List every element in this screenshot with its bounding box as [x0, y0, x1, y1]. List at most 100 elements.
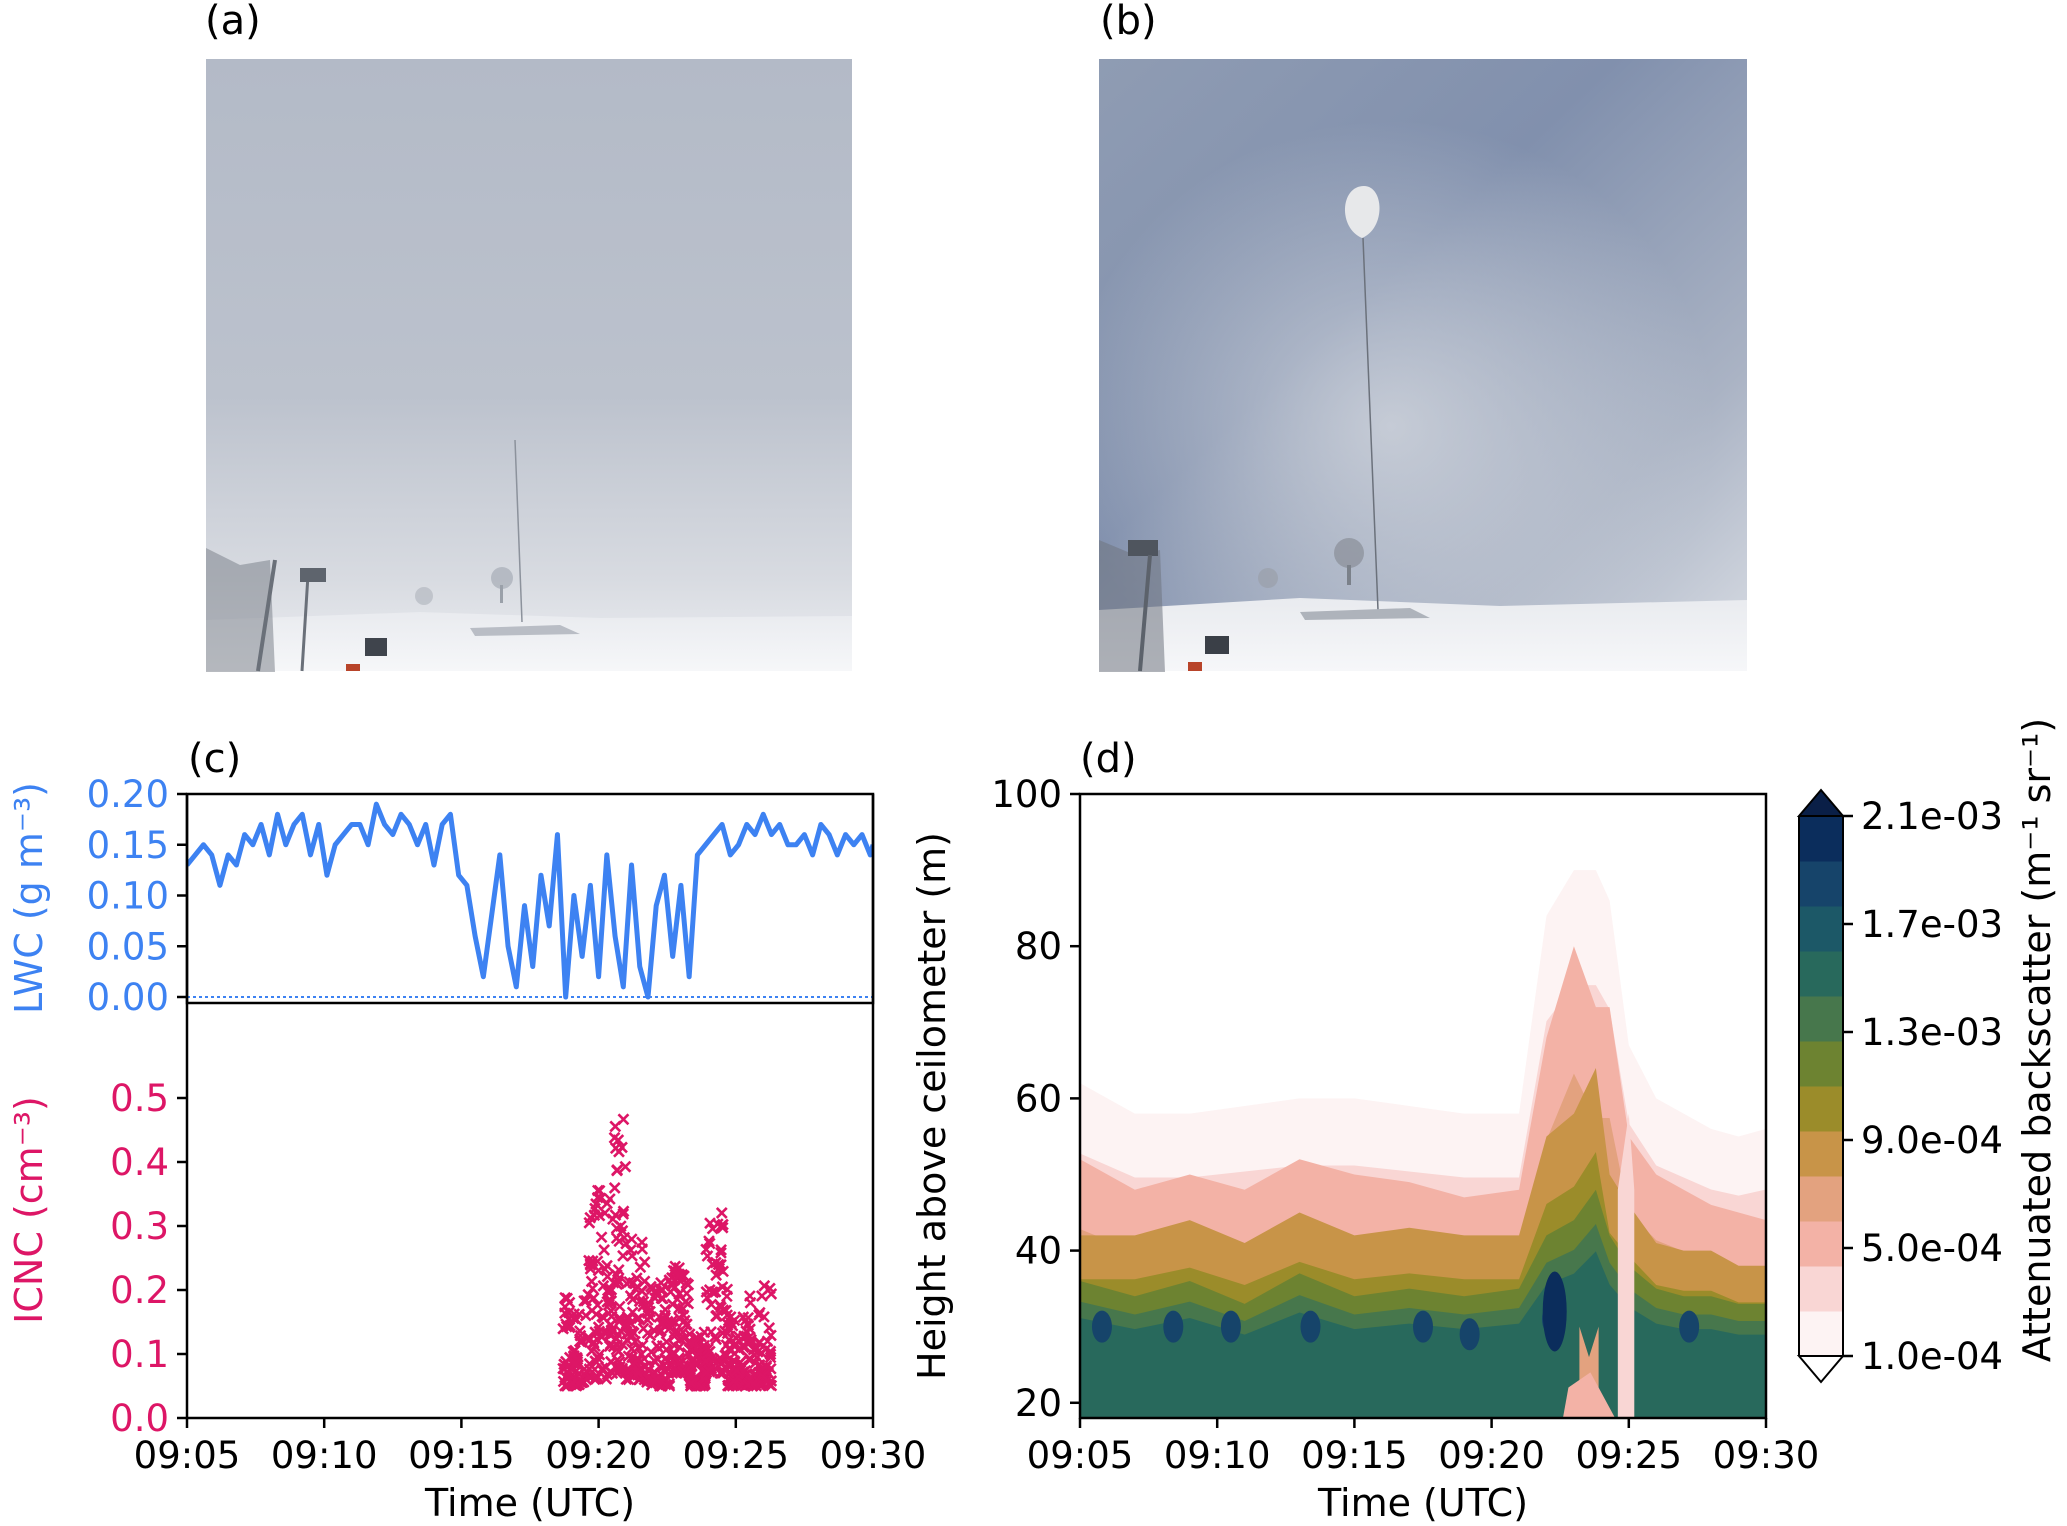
colorbar-level [1799, 1221, 1843, 1267]
colorbar-level [1799, 1131, 1843, 1177]
d-xtick-label: 09:25 [1575, 1434, 1682, 1477]
lwc-ytick-label: 0.05 [87, 925, 169, 968]
icnc-point [726, 1319, 739, 1332]
icnc-point [606, 1213, 619, 1226]
backscatter-core [1413, 1310, 1433, 1343]
icnc-point [664, 1322, 676, 1334]
icnc-point [724, 1343, 737, 1355]
icnc-point [619, 1160, 632, 1173]
icnc-point [594, 1192, 607, 1205]
icnc-point [742, 1311, 755, 1324]
panel-label-a: (a) [205, 0, 261, 44]
c-xtick-label: 09:05 [134, 1434, 241, 1477]
icnc-point [587, 1292, 600, 1304]
icnc-point [603, 1295, 616, 1308]
icnc-point [667, 1264, 680, 1277]
icnc-ytick-label: 0.3 [110, 1205, 169, 1248]
icnc-point [638, 1256, 651, 1268]
colorbar-level [1799, 1176, 1843, 1222]
icnc-point [683, 1349, 696, 1361]
d-ytick-label: 80 [1015, 925, 1062, 968]
d-xtick-label: 09:10 [1164, 1434, 1271, 1477]
lwc-ytick-label: 0.00 [87, 976, 169, 1019]
icnc-point [604, 1283, 616, 1296]
icnc-ytick-label: 0.2 [110, 1269, 169, 1312]
icnc-point [584, 1259, 597, 1272]
icnc-point [741, 1378, 754, 1391]
d-ytick-label: 40 [1015, 1230, 1062, 1273]
icnc-point [700, 1243, 713, 1256]
icnc-point [593, 1348, 606, 1361]
panel-label-c: (c) [188, 736, 241, 782]
icnc-point [627, 1327, 640, 1339]
icnc-point [566, 1377, 579, 1390]
icnc-point [630, 1272, 643, 1285]
lwc-ytick-label: 0.15 [87, 824, 169, 867]
icnc-point [752, 1309, 765, 1321]
icnc-point [622, 1350, 635, 1363]
colorbar-label: Attenuated backscatter (m⁻¹ sr⁻¹) [2015, 718, 2059, 1362]
colorbar: 1.0e-04 5.0e-04 9.0e-04 1.3e-03 1.7e-03 2.1e-… [1796, 718, 2059, 1384]
icnc-point [595, 1231, 608, 1244]
icnc-point [617, 1205, 630, 1218]
icnc-point [732, 1330, 745, 1343]
d-ytick-label: 100 [991, 773, 1062, 816]
d-y-axis-label: Height above ceilometer (m) [910, 832, 954, 1380]
colorbar-level [1799, 861, 1843, 907]
icnc-point [724, 1311, 737, 1323]
icnc-point [612, 1134, 625, 1147]
icnc-point [584, 1262, 597, 1275]
colorbar-tick-label: 9.0e-04 [1861, 1119, 2003, 1162]
icnc-point [685, 1359, 698, 1372]
icnc-point [613, 1145, 625, 1158]
icnc-point [676, 1365, 689, 1378]
icnc-point [765, 1329, 777, 1342]
icnc-point [703, 1345, 716, 1358]
icnc-point [712, 1360, 725, 1373]
panel-label-b: (b) [1100, 0, 1157, 44]
icnc-point [632, 1341, 645, 1354]
icnc-point [605, 1355, 617, 1368]
icnc-point [642, 1296, 655, 1309]
icnc-point [617, 1249, 629, 1262]
icnc-point [605, 1324, 618, 1337]
icnc-point [621, 1311, 634, 1323]
icnc-point [721, 1283, 734, 1296]
icnc-point [710, 1269, 723, 1282]
icnc-point [764, 1348, 777, 1361]
icnc-point [713, 1262, 726, 1275]
icnc-ytick-label: 0.0 [110, 1397, 169, 1440]
icnc-point [706, 1222, 719, 1235]
icnc-point [678, 1314, 691, 1327]
icnc-point [591, 1299, 604, 1312]
d-ytick-label: 20 [1015, 1382, 1062, 1425]
icnc-point [588, 1209, 601, 1222]
icnc-point [570, 1313, 583, 1326]
icnc-point [663, 1378, 676, 1390]
c-xtick-label: 09:15 [408, 1434, 515, 1477]
colorbar-extend-min [1796, 1355, 1846, 1384]
icnc-point [590, 1308, 603, 1321]
icnc-point [761, 1374, 774, 1387]
icnc-point [636, 1243, 649, 1255]
d-x-axis-label: Time (UTC) [1317, 1481, 1528, 1525]
icnc-point [621, 1366, 634, 1378]
icnc-point [598, 1207, 611, 1220]
icnc-point [610, 1269, 623, 1281]
c-x-axis-label: Time (UTC) [424, 1481, 635, 1525]
colorbar-level [1799, 951, 1843, 997]
photo-b [1099, 59, 1747, 672]
icnc-point [582, 1288, 595, 1301]
icnc-point [655, 1292, 668, 1305]
icnc-point [620, 1277, 633, 1290]
icnc-point [700, 1366, 713, 1379]
icnc-point [599, 1263, 611, 1276]
c-xtick-label: 09:30 [820, 1434, 927, 1477]
icnc-point [586, 1282, 599, 1295]
icnc-point [723, 1367, 736, 1380]
lwc-axis-label: LWC (g m⁻³) [7, 782, 51, 1014]
icnc-ytick-label: 0.4 [110, 1141, 169, 1184]
icnc-point [743, 1290, 756, 1302]
icnc-point [763, 1282, 776, 1295]
icnc-point [610, 1343, 623, 1356]
